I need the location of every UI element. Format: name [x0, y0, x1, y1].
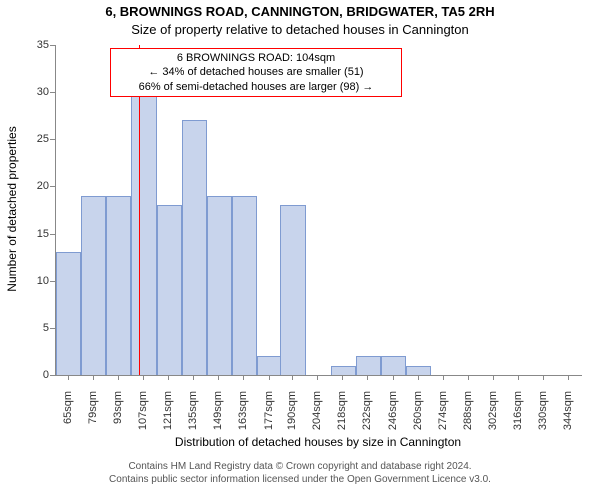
ytick-label: 10: [25, 275, 49, 287]
histogram-bar: [280, 205, 305, 375]
histogram-bar: [232, 196, 257, 375]
ytick-label: 20: [25, 180, 49, 192]
xtick-label: 316sqm: [512, 391, 524, 441]
histogram-bar: [331, 366, 356, 375]
xtick-label: 246sqm: [387, 391, 399, 441]
xtick-label: 218sqm: [336, 391, 348, 441]
histogram-bar: [406, 366, 431, 375]
xtick-label: 330sqm: [537, 391, 549, 441]
chart-subtitle: Size of property relative to detached ho…: [0, 22, 600, 37]
chart-container: 6, BROWNINGS ROAD, CANNINGTON, BRIDGWATE…: [0, 0, 600, 500]
histogram-bar: [381, 356, 406, 375]
xtick-label: 344sqm: [562, 391, 574, 441]
xtick-label: 79sqm: [87, 391, 99, 441]
xtick-label: 302sqm: [487, 391, 499, 441]
footer-attribution: Contains HM Land Registry data © Crown c…: [0, 460, 600, 486]
histogram-bar: [56, 252, 81, 375]
plot-area: 6 BROWNINGS ROAD: 104sqm ← 34% of detach…: [55, 45, 582, 376]
ytick-label: 25: [25, 133, 49, 145]
annotation-box: 6 BROWNINGS ROAD: 104sqm ← 34% of detach…: [110, 48, 402, 97]
xtick-label: 163sqm: [237, 391, 249, 441]
histogram-bar: [131, 92, 156, 375]
histogram-bar: [257, 356, 282, 375]
xtick-label: 149sqm: [212, 391, 224, 441]
xtick-label: 288sqm: [462, 391, 474, 441]
x-axis-label: Distribution of detached houses by size …: [55, 435, 581, 449]
ytick-label: 30: [25, 86, 49, 98]
ytick-label: 0: [25, 369, 49, 381]
xtick-label: 65sqm: [62, 391, 74, 441]
annotation-line-3: 66% of semi-detached houses are larger (…: [115, 80, 397, 94]
ytick-label: 15: [25, 228, 49, 240]
xtick-label: 232sqm: [361, 391, 373, 441]
histogram-bar: [157, 205, 182, 375]
ytick-label: 5: [25, 322, 49, 334]
histogram-bar: [106, 196, 131, 375]
xtick-label: 135sqm: [187, 391, 199, 441]
xtick-label: 121sqm: [162, 391, 174, 441]
xtick-label: 274sqm: [437, 391, 449, 441]
xtick-label: 190sqm: [286, 391, 298, 441]
histogram-bar: [207, 196, 232, 375]
xtick-label: 260sqm: [412, 391, 424, 441]
histogram-bar: [182, 120, 207, 375]
ytick-label: 35: [25, 39, 49, 51]
footer-line-2: Contains public sector information licen…: [0, 473, 600, 486]
annotation-line-1: 6 BROWNINGS ROAD: 104sqm: [115, 51, 397, 65]
xtick-label: 107sqm: [137, 391, 149, 441]
annotation-line-2: ← 34% of detached houses are smaller (51…: [115, 65, 397, 79]
xtick-label: 204sqm: [311, 391, 323, 441]
histogram-bar: [81, 196, 106, 375]
xtick-label: 93sqm: [112, 391, 124, 441]
chart-title: 6, BROWNINGS ROAD, CANNINGTON, BRIDGWATE…: [0, 4, 600, 19]
histogram-bar: [356, 356, 381, 375]
xtick-label: 177sqm: [263, 391, 275, 441]
footer-line-1: Contains HM Land Registry data © Crown c…: [0, 460, 600, 473]
y-axis-label: Number of detached properties: [5, 99, 19, 319]
